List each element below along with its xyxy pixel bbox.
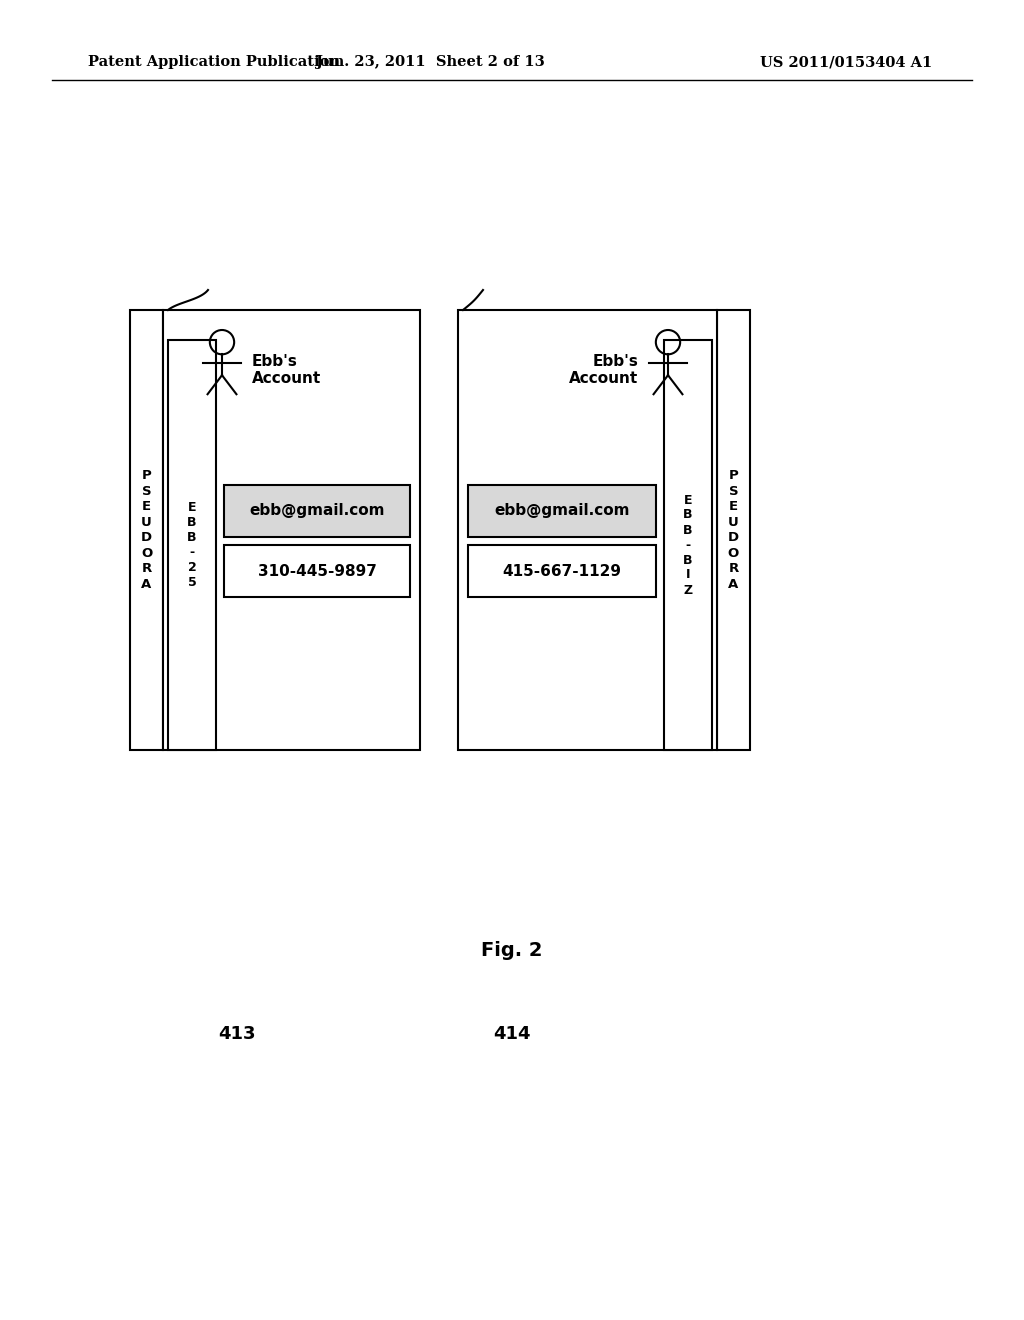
Bar [458, 310, 717, 750]
Bar [717, 310, 750, 750]
Bar [168, 341, 216, 750]
Text: Ebb's
Account: Ebb's Account [252, 354, 322, 387]
Text: 310-445-9897: 310-445-9897 [258, 564, 377, 578]
Text: E
B
B
-
B
I
Z: E B B - B I Z [683, 494, 693, 597]
Text: US 2011/0153404 A1: US 2011/0153404 A1 [760, 55, 932, 69]
Bar [664, 341, 712, 750]
Text: P
S
E
U
D
O
R
A: P S E U D O R A [728, 469, 739, 591]
Text: 414: 414 [493, 1026, 530, 1043]
Text: 413: 413 [218, 1026, 256, 1043]
Text: Ebb's
Account: Ebb's Account [568, 354, 638, 387]
Bar [224, 484, 410, 537]
Text: E
B
B
-
2
5: E B B - 2 5 [187, 502, 197, 589]
Bar [130, 310, 163, 750]
Bar [468, 545, 656, 597]
Bar [224, 545, 410, 597]
Text: 415-667-1129: 415-667-1129 [503, 564, 622, 578]
Text: ebb@gmail.com: ebb@gmail.com [495, 503, 630, 519]
Text: ebb@gmail.com: ebb@gmail.com [249, 503, 385, 519]
Bar [468, 484, 656, 537]
Text: Patent Application Publication: Patent Application Publication [88, 55, 340, 69]
Text: Jun. 23, 2011  Sheet 2 of 13: Jun. 23, 2011 Sheet 2 of 13 [315, 55, 545, 69]
Text: P
S
E
U
D
O
R
A: P S E U D O R A [141, 469, 153, 591]
Text: Fig. 2: Fig. 2 [481, 940, 543, 960]
Bar [163, 310, 420, 750]
